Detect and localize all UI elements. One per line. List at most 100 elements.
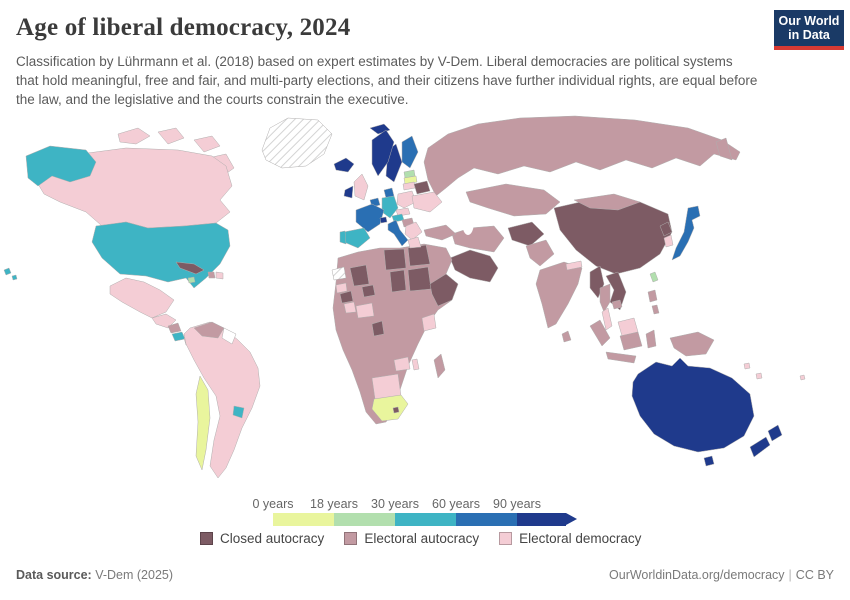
region-guinea[interactable] <box>339 290 354 304</box>
region-russia-kamchatka[interactable] <box>715 137 733 161</box>
legend-scale-bar[interactable] <box>273 513 577 526</box>
region-canada-arctic-2[interactable] <box>157 127 185 145</box>
region-poland[interactable] <box>396 190 417 209</box>
region-haiti[interactable] <box>207 271 216 279</box>
region-guatemala-honduras[interactable] <box>151 313 177 329</box>
region-switzerland[interactable] <box>379 216 388 224</box>
legend-scale-segment-3[interactable] <box>456 513 517 526</box>
region-gabon-congo[interactable] <box>371 320 385 337</box>
region-pacific-islands-3[interactable] <box>799 374 806 381</box>
owid-logo[interactable]: Our World in Data <box>774 10 844 50</box>
region-turkey[interactable] <box>423 224 457 241</box>
region-cuba[interactable] <box>175 261 205 275</box>
region-czech-slovakia[interactable] <box>395 207 411 217</box>
region-philippines[interactable] <box>647 289 658 303</box>
legend-item-electoral-autocracy[interactable]: Electoral autocracy <box>344 531 479 546</box>
region-philippines-south[interactable] <box>651 304 660 315</box>
region-sri-lanka[interactable] <box>561 330 572 343</box>
region-afghanistan[interactable] <box>507 221 545 247</box>
region-new-guinea[interactable] <box>669 331 715 357</box>
region-south-korea[interactable] <box>663 234 674 248</box>
region-madagascar[interactable] <box>433 353 446 379</box>
region-iran-iraq[interactable] <box>451 225 505 253</box>
region-russia[interactable] <box>423 115 741 197</box>
world-choropleth-map[interactable] <box>0 108 850 490</box>
region-mexico[interactable] <box>109 277 175 319</box>
legend-scale-segment-0[interactable] <box>273 513 334 526</box>
region-dominican-republic[interactable] <box>215 271 224 280</box>
region-united-kingdom[interactable] <box>353 173 369 201</box>
region-vietnam-laos[interactable] <box>605 271 627 311</box>
region-chad[interactable] <box>389 269 407 293</box>
region-japan[interactable] <box>671 205 701 261</box>
region-namibia-botswana[interactable] <box>371 373 402 400</box>
region-finland[interactable] <box>401 135 419 169</box>
region-australia[interactable] <box>631 357 755 453</box>
region-portugal[interactable] <box>339 230 347 245</box>
region-burkina-faso[interactable] <box>361 284 376 298</box>
region-central-asia[interactable] <box>465 183 561 217</box>
region-zambia[interactable] <box>393 356 411 372</box>
region-malawi[interactable] <box>411 358 420 371</box>
region-guyana-suriname[interactable] <box>221 327 237 345</box>
region-hawaii-2[interactable] <box>11 274 18 281</box>
region-canada-arctic-3[interactable] <box>193 135 221 153</box>
region-pacific-islands[interactable] <box>743 362 751 370</box>
region-south-america[interactable] <box>183 321 261 479</box>
owid-url-link[interactable]: OurWorldinData.org/democracy <box>609 568 785 582</box>
region-tasmania[interactable] <box>703 455 715 467</box>
legend-scale-segment-1[interactable] <box>334 513 395 526</box>
legend-item-electoral-democracy[interactable]: Electoral democracy <box>499 531 641 546</box>
region-egypt[interactable] <box>407 244 431 267</box>
legend-scale-segment-4[interactable] <box>517 513 566 526</box>
legend-scale-segment-2[interactable] <box>395 513 456 526</box>
region-arabian-peninsula[interactable] <box>449 249 499 283</box>
region-horn-of-africa[interactable] <box>429 273 459 307</box>
region-new-zealand-north[interactable] <box>767 424 783 442</box>
legend-item-closed-autocracy[interactable]: Closed autocracy <box>200 531 324 546</box>
region-spain[interactable] <box>343 227 371 249</box>
region-greenland[interactable] <box>261 117 333 169</box>
region-belarus[interactable] <box>413 180 431 195</box>
license-link[interactable]: CC BY <box>795 568 834 582</box>
region-iceland[interactable] <box>333 157 355 173</box>
region-ghana-ivory-coast[interactable] <box>355 302 375 319</box>
region-ukraine[interactable] <box>411 191 443 213</box>
region-balkans[interactable] <box>404 221 423 241</box>
region-sudan[interactable] <box>407 266 432 292</box>
region-india[interactable] <box>535 261 583 329</box>
region-thailand[interactable] <box>599 283 611 313</box>
region-western-sahara[interactable] <box>331 266 347 281</box>
region-libya[interactable] <box>383 248 407 271</box>
region-mali[interactable] <box>349 264 370 287</box>
region-uruguay[interactable] <box>232 405 245 419</box>
region-nicaragua[interactable] <box>167 322 182 334</box>
region-nepal[interactable] <box>565 260 583 271</box>
region-indonesia-borneo[interactable] <box>619 331 643 351</box>
region-germany[interactable] <box>381 195 399 219</box>
region-alaska[interactable] <box>25 145 97 187</box>
region-kenya[interactable] <box>421 313 437 332</box>
region-new-zealand-south[interactable] <box>749 436 771 458</box>
region-pakistan[interactable] <box>525 239 555 267</box>
region-italy[interactable] <box>387 219 409 247</box>
region-taiwan[interactable] <box>649 271 659 283</box>
region-sumatra[interactable] <box>589 319 611 347</box>
region-cambodia[interactable] <box>611 299 623 310</box>
region-java[interactable] <box>605 351 637 364</box>
region-pacific-islands-2[interactable] <box>755 372 763 380</box>
region-sierra-leone-liberia[interactable] <box>343 301 357 314</box>
region-costa-rica[interactable] <box>171 331 186 342</box>
region-south-africa[interactable] <box>371 394 409 422</box>
region-canada-arctic-1[interactable] <box>117 127 151 145</box>
region-hawaii-1[interactable] <box>3 267 12 276</box>
region-jamaica[interactable] <box>187 276 196 284</box>
region-senegal[interactable] <box>335 282 348 294</box>
region-ireland[interactable] <box>343 185 354 199</box>
region-france[interactable] <box>355 203 385 233</box>
region-chile[interactable] <box>195 375 211 471</box>
region-venezuela[interactable] <box>193 321 225 339</box>
region-north-korea[interactable] <box>659 221 673 237</box>
region-greece[interactable] <box>407 236 422 249</box>
region-malay-peninsula[interactable] <box>601 307 613 331</box>
